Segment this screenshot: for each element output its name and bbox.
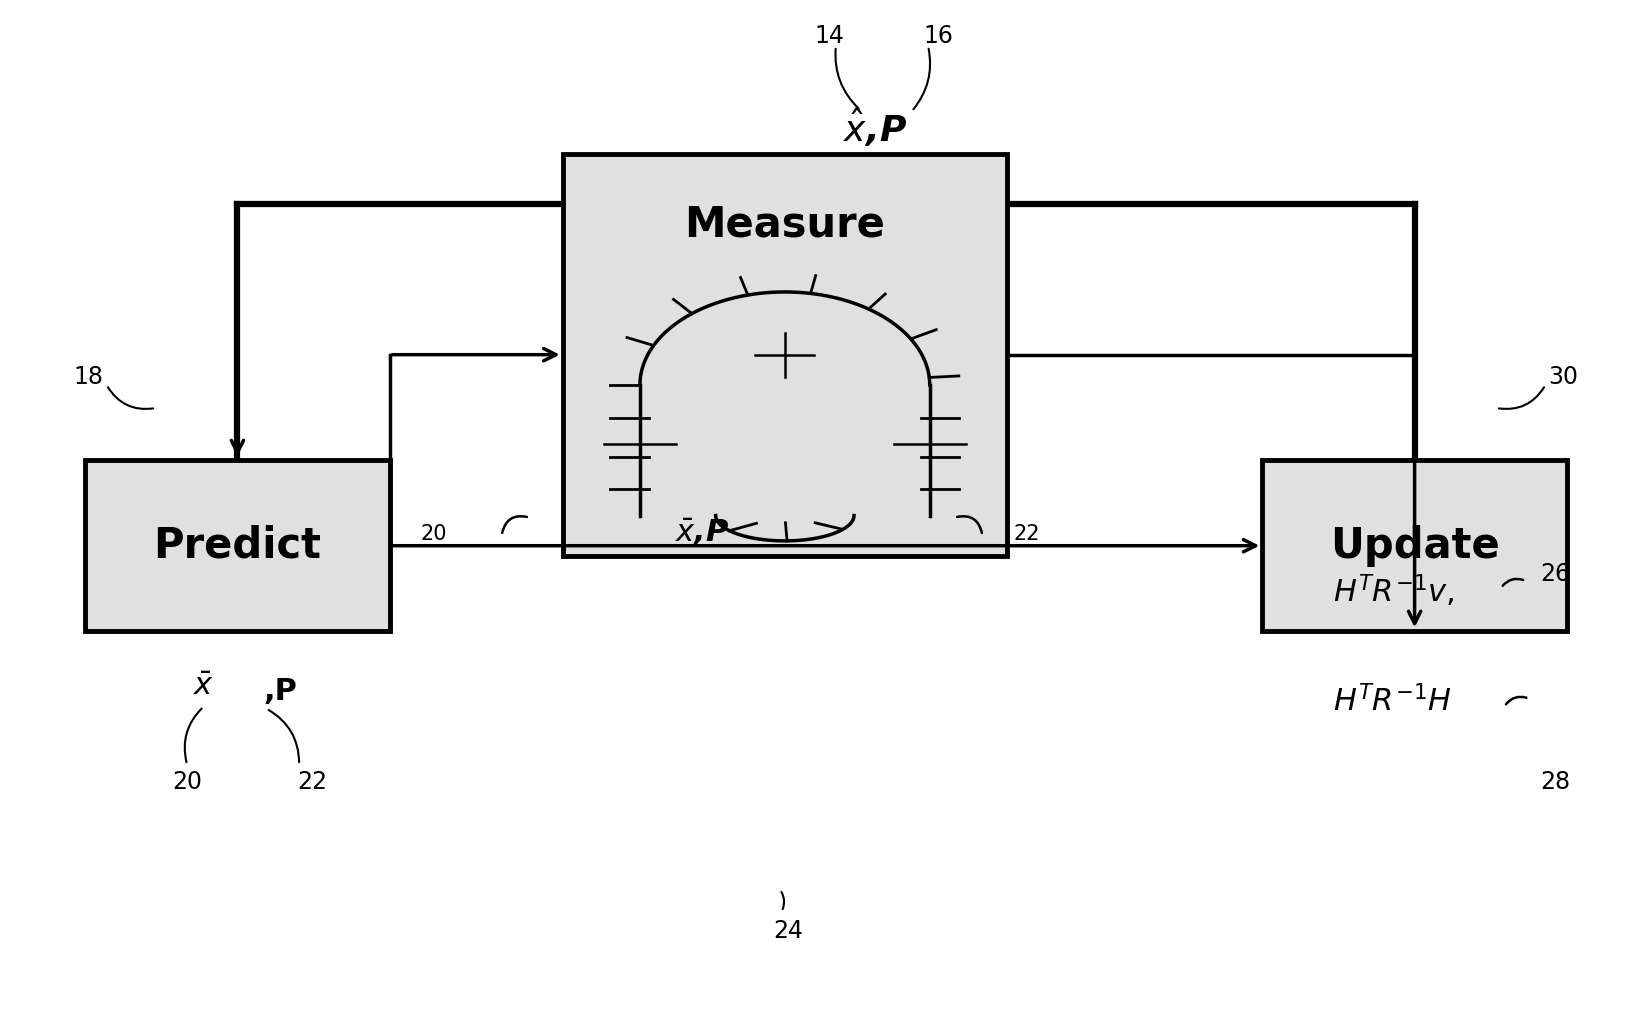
Text: 16: 16 xyxy=(923,24,953,48)
Text: 26: 26 xyxy=(1540,562,1571,585)
Text: 22: 22 xyxy=(1014,524,1041,544)
Text: $\hat{x}$,P: $\hat{x}$,P xyxy=(844,107,907,150)
Text: Predict: Predict xyxy=(154,525,322,567)
Text: ,P: ,P xyxy=(263,677,297,706)
Text: 28: 28 xyxy=(1540,770,1571,794)
FancyBboxPatch shape xyxy=(86,460,390,631)
FancyBboxPatch shape xyxy=(563,154,1008,556)
Text: $\bar{x}$: $\bar{x}$ xyxy=(193,672,215,701)
Text: 14: 14 xyxy=(814,24,844,48)
Text: $\bar{x}$,P: $\bar{x}$,P xyxy=(676,517,730,548)
Text: 20: 20 xyxy=(421,524,448,544)
Text: $H^TR^{-1}v,$: $H^TR^{-1}v,$ xyxy=(1333,572,1454,610)
FancyBboxPatch shape xyxy=(1262,460,1566,631)
Text: 30: 30 xyxy=(1548,365,1579,389)
Text: 22: 22 xyxy=(297,770,327,794)
Text: Update: Update xyxy=(1330,525,1500,567)
Text: 24: 24 xyxy=(773,919,803,943)
Text: 20: 20 xyxy=(172,770,202,794)
Text: 18: 18 xyxy=(73,365,104,389)
Text: $H^TR^{-1}H$: $H^TR^{-1}H$ xyxy=(1333,685,1452,718)
Text: Measure: Measure xyxy=(684,204,885,246)
